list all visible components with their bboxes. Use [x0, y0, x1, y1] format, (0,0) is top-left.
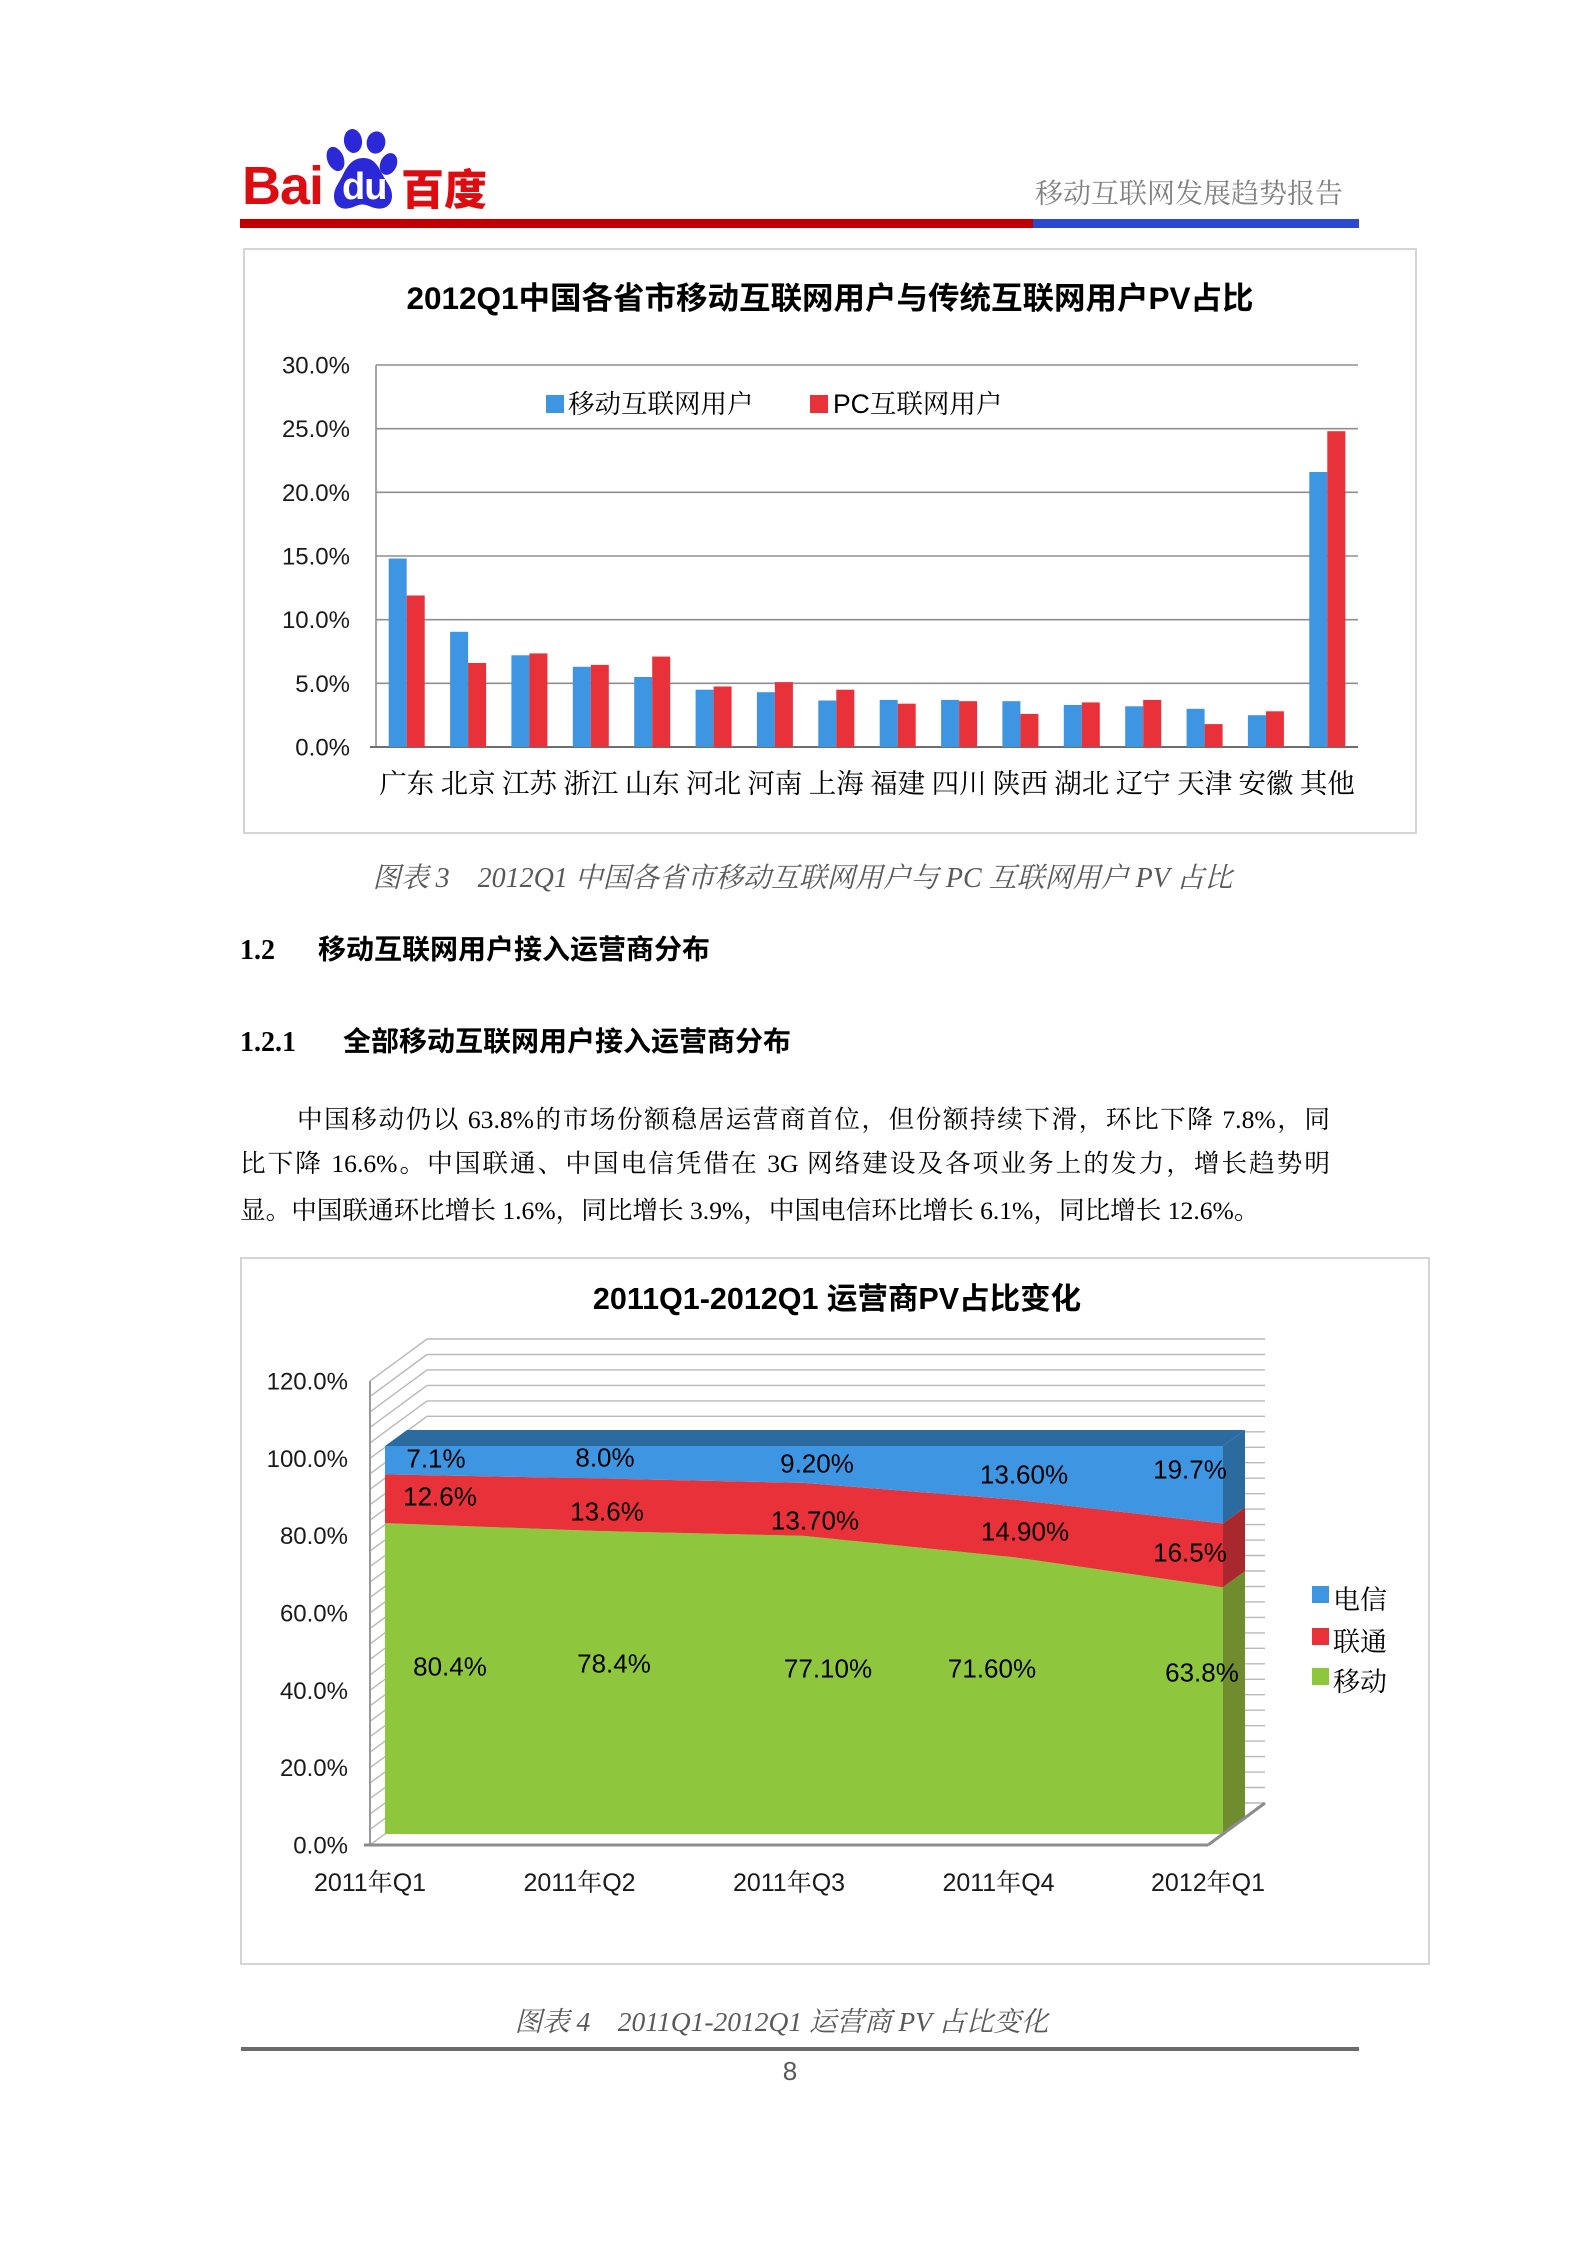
svg-text:0.0%: 0.0%	[293, 1833, 348, 1860]
svg-text:江苏: 江苏	[502, 761, 557, 801]
svg-text:河南: 河南	[747, 761, 802, 801]
svg-text:40.0%: 40.0%	[280, 1678, 348, 1705]
svg-text:2012年Q1: 2012年Q1	[1151, 1869, 1265, 1897]
svg-text:13.70%: 13.70%	[771, 1506, 859, 1536]
svg-text:陕西: 陕西	[993, 761, 1048, 801]
svg-text:2011年Q2: 2011年Q2	[523, 1869, 635, 1897]
svg-text:120.0%: 120.0%	[267, 1369, 348, 1396]
svg-text:上海: 上海	[809, 761, 864, 801]
svg-text:山东: 山东	[625, 761, 680, 801]
svg-text:电信: 电信	[1333, 1585, 1387, 1615]
svg-text:辽宁: 辽宁	[1116, 761, 1171, 801]
svg-text:100.0%: 100.0%	[267, 1446, 348, 1473]
svg-text:12.6%: 12.6%	[403, 1482, 477, 1512]
svg-text:13.60%: 13.60%	[980, 1460, 1068, 1490]
svg-text:60.0%: 60.0%	[280, 1601, 348, 1628]
svg-text:77.10%: 77.10%	[784, 1654, 872, 1684]
svg-text:2011Q1-2012Q1 运营商PV占比变化: 2011Q1-2012Q1 运营商PV占比变化	[593, 1282, 1081, 1316]
svg-text:du: du	[342, 166, 386, 208]
svg-text:5.0%: 5.0%	[295, 671, 350, 698]
svg-text:联通: 联通	[1333, 1627, 1387, 1657]
svg-text:湖北: 湖北	[1054, 761, 1109, 801]
svg-text:78.4%: 78.4%	[577, 1649, 651, 1679]
svg-text:16.5%: 16.5%	[1153, 1538, 1227, 1568]
svg-text:30.0%: 30.0%	[282, 353, 350, 380]
svg-text:天津: 天津	[1177, 761, 1232, 801]
svg-text:25.0%: 25.0%	[282, 416, 350, 443]
svg-text:移动互联网用户: 移动互联网用户	[568, 389, 754, 419]
svg-text:PC互联网用户: PC互联网用户	[833, 389, 1002, 419]
svg-text:9.20%: 9.20%	[780, 1449, 854, 1479]
svg-text:63.8%: 63.8%	[1165, 1658, 1239, 1688]
svg-text:Bai: Bai	[242, 156, 323, 214]
svg-text:13.6%: 13.6%	[570, 1497, 644, 1527]
svg-text:10.0%: 10.0%	[282, 607, 350, 634]
svg-text:2011年Q1: 2011年Q1	[314, 1869, 426, 1897]
svg-text:20.0%: 20.0%	[282, 480, 350, 507]
svg-text:2011年Q4: 2011年Q4	[942, 1869, 1054, 1897]
svg-text:河北: 河北	[686, 761, 741, 801]
svg-text:福建: 福建	[870, 761, 925, 801]
svg-text:71.60%: 71.60%	[948, 1654, 1036, 1684]
svg-text:其他: 其他	[1300, 761, 1355, 801]
svg-text:19.7%: 19.7%	[1153, 1455, 1227, 1485]
svg-text:0.0%: 0.0%	[295, 735, 350, 762]
svg-text:广东: 广东	[379, 761, 434, 801]
svg-text:浙江: 浙江	[563, 761, 618, 801]
svg-text:20.0%: 20.0%	[280, 1755, 348, 1782]
svg-text:2011年Q3: 2011年Q3	[733, 1869, 845, 1897]
svg-text:80.4%: 80.4%	[413, 1652, 487, 1682]
svg-text:7.1%: 7.1%	[406, 1444, 465, 1474]
svg-text:百度: 百度	[401, 156, 487, 214]
svg-text:移动: 移动	[1333, 1667, 1387, 1697]
svg-text:80.0%: 80.0%	[280, 1523, 348, 1550]
svg-text:四川: 四川	[932, 761, 987, 801]
svg-text:北京: 北京	[441, 761, 496, 801]
svg-text:安徽: 安徽	[1238, 761, 1293, 801]
svg-text:14.90%: 14.90%	[981, 1517, 1069, 1547]
svg-text:8.0%: 8.0%	[575, 1443, 634, 1473]
svg-text:2012Q1中国各省市移动互联网用户与传统互联网用户PV占比: 2012Q1中国各省市移动互联网用户与传统互联网用户PV占比	[406, 280, 1253, 316]
svg-text:15.0%: 15.0%	[282, 544, 350, 571]
